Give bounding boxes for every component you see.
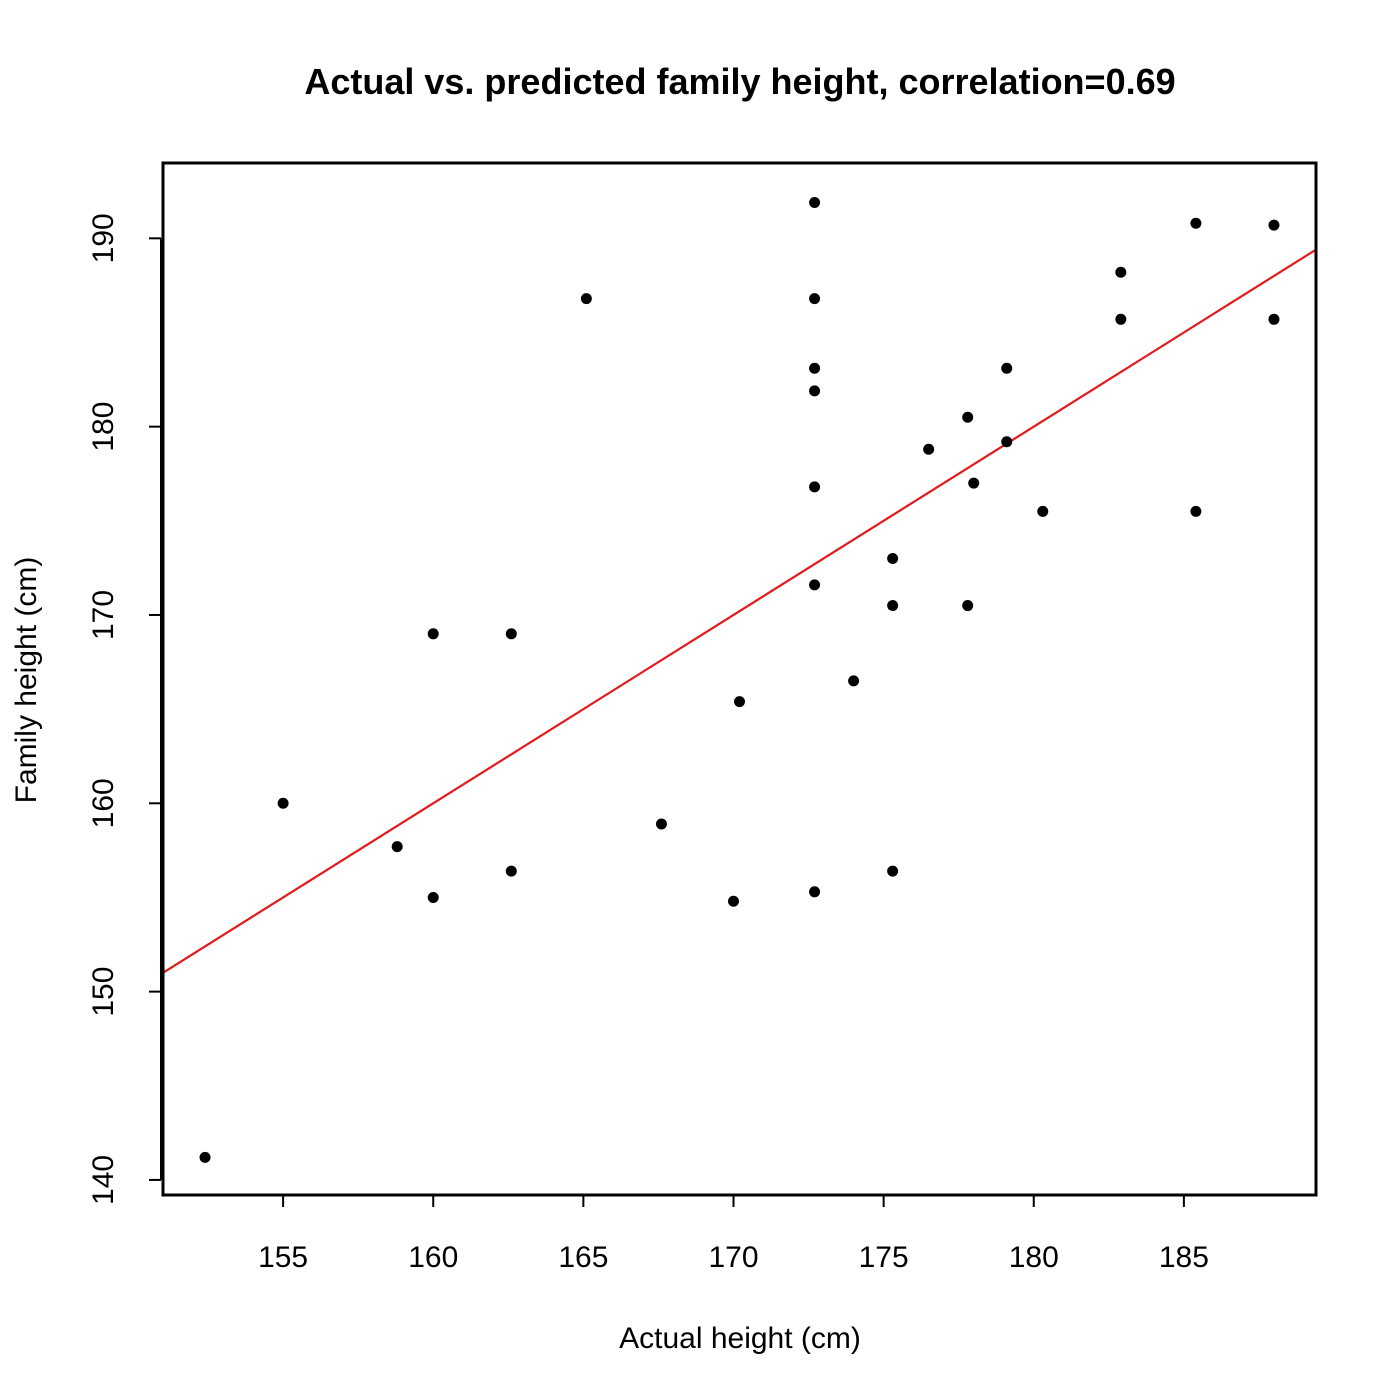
fit-line-layer xyxy=(162,248,1317,974)
data-point xyxy=(1115,313,1127,325)
data-point xyxy=(1115,266,1127,278)
data-point xyxy=(923,443,935,455)
data-point xyxy=(580,293,592,305)
data-point xyxy=(809,886,821,898)
fit-line xyxy=(162,248,1317,974)
data-point xyxy=(968,477,980,489)
data-point xyxy=(809,362,821,374)
y-axis-label: Family height (cm) xyxy=(10,557,43,804)
y-tick-label: 150 xyxy=(87,967,120,1017)
data-point xyxy=(887,552,899,564)
data-point xyxy=(962,600,974,612)
data-point xyxy=(809,197,821,209)
data-point xyxy=(1268,313,1280,325)
y-axis: 140 150 160 170 180 190 xyxy=(87,213,162,1205)
x-tick-label: 185 xyxy=(1159,1241,1209,1274)
y-tick-label: 180 xyxy=(87,402,120,452)
points-layer xyxy=(199,197,1280,1163)
chart-title: Actual vs. predicted family height, corr… xyxy=(304,61,1175,102)
data-point xyxy=(1001,436,1013,448)
data-point xyxy=(391,841,403,853)
x-axis-label: Actual height (cm) xyxy=(619,1322,861,1355)
y-tick-label: 190 xyxy=(87,213,120,263)
plot-frame xyxy=(161,161,1318,1197)
x-tick-label: 175 xyxy=(859,1241,909,1274)
data-point xyxy=(809,579,821,591)
data-point xyxy=(1190,505,1202,517)
data-point xyxy=(887,600,899,612)
data-point xyxy=(277,797,289,809)
data-point xyxy=(1268,219,1280,231)
data-point xyxy=(809,385,821,397)
data-point xyxy=(1190,217,1202,229)
x-axis: 155 160 165 170 175 180 185 xyxy=(258,1194,1209,1274)
x-tick-label: 170 xyxy=(708,1241,758,1274)
data-point xyxy=(809,481,821,493)
data-point xyxy=(887,865,899,877)
y-tick-label: 140 xyxy=(87,1155,120,1205)
data-point xyxy=(727,895,739,907)
x-tick-label: 180 xyxy=(1009,1241,1059,1274)
data-point xyxy=(655,818,667,830)
data-point xyxy=(962,411,974,423)
data-point xyxy=(809,293,821,305)
x-tick-label: 165 xyxy=(558,1241,608,1274)
y-tick-label: 170 xyxy=(87,590,120,640)
data-point xyxy=(505,628,517,640)
data-point xyxy=(505,865,517,877)
data-point xyxy=(734,696,745,708)
data-point xyxy=(427,891,439,903)
data-point xyxy=(1037,505,1049,517)
x-tick-label: 160 xyxy=(408,1241,458,1274)
data-point xyxy=(848,675,860,687)
x-tick-label: 155 xyxy=(258,1241,308,1274)
data-point xyxy=(199,1151,211,1163)
y-tick-label: 160 xyxy=(87,778,120,828)
data-point xyxy=(1001,362,1013,374)
data-point xyxy=(427,628,439,640)
